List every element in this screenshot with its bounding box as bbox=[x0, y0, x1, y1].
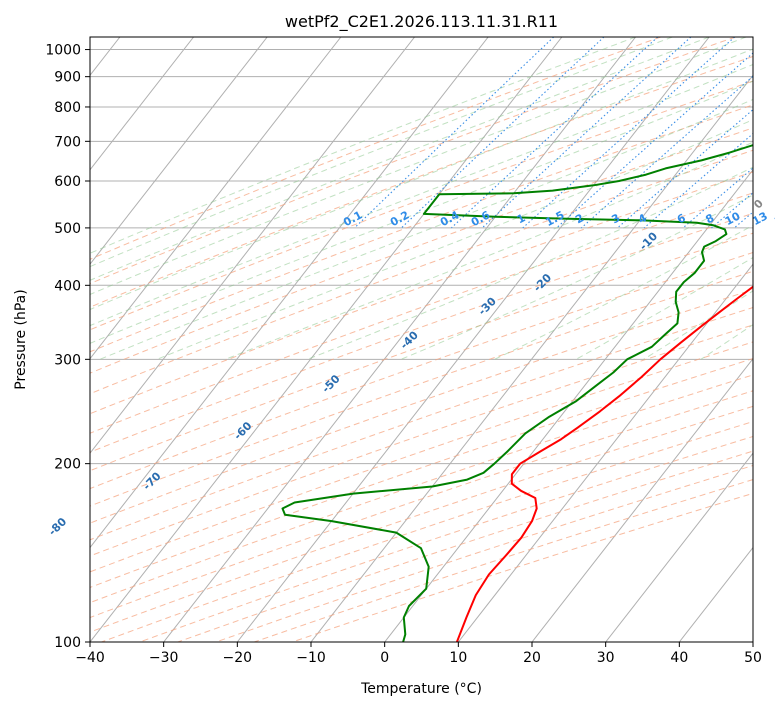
mixing-ratio-label: 13 bbox=[750, 209, 770, 228]
isotherm-gridline bbox=[605, 452, 753, 642]
mixing-ratio-label: 10 bbox=[723, 209, 743, 228]
moist-adiabat bbox=[90, 63, 753, 327]
y-tick-label: 700 bbox=[54, 134, 81, 150]
isotherm-gridline bbox=[90, 37, 415, 454]
x-tick-label: −30 bbox=[149, 650, 179, 666]
moist-adiabat bbox=[90, 37, 673, 268]
dewpoint-line bbox=[281, 144, 753, 642]
dry-adiabat bbox=[90, 212, 753, 453]
y-axis-label: Pressure (hPa) bbox=[13, 289, 29, 389]
y-tick-label: 800 bbox=[54, 100, 81, 116]
chart-title: wetPf2_C2E1.2026.113.11.31.R11 bbox=[285, 12, 558, 32]
y-tick-label: 400 bbox=[54, 278, 81, 294]
background-lines bbox=[90, 37, 775, 642]
x-axis: −40 −30 −20 −10 0 10 20 30 40 50 bbox=[75, 642, 762, 666]
y-tick-label: 100 bbox=[54, 635, 81, 651]
y-tick-label: 600 bbox=[54, 174, 81, 190]
mixing-ratio-line bbox=[682, 167, 753, 229]
dry-adiabat bbox=[90, 324, 753, 557]
moist-adiabat bbox=[90, 48, 753, 311]
dry-adiabat bbox=[90, 127, 753, 374]
dry-adiabat bbox=[90, 270, 753, 507]
dry-adiabat bbox=[90, 374, 753, 604]
y-tick-label: 300 bbox=[54, 352, 81, 368]
isotherm-gridline bbox=[163, 37, 636, 642]
moist-adiabat bbox=[307, 166, 753, 360]
x-tick-label: 20 bbox=[523, 650, 541, 666]
y-tick-label: 1000 bbox=[45, 43, 81, 59]
isotherm-gridline bbox=[90, 37, 194, 171]
moist-adiabat-label: 0 bbox=[751, 197, 766, 212]
x-tick-label: 0 bbox=[380, 650, 389, 666]
moist-adiabat bbox=[90, 37, 710, 281]
dry-adiabat bbox=[90, 37, 661, 260]
mixing-ratio-line bbox=[762, 37, 775, 228]
x-axis-label: Temperature (°C) bbox=[360, 681, 482, 697]
isotherm-gridline bbox=[531, 357, 753, 642]
dry-adiabat-label: -80 bbox=[46, 515, 69, 538]
mixing-ratio-line bbox=[481, 37, 692, 229]
moist-adiabat bbox=[156, 119, 753, 360]
isotherm-gridline bbox=[236, 37, 710, 642]
dry-adiabat bbox=[90, 171, 753, 415]
dry-adiabat bbox=[90, 289, 753, 524]
plot-area bbox=[90, 37, 753, 642]
x-tick-label: −10 bbox=[296, 650, 326, 666]
temperature-line bbox=[455, 285, 753, 642]
isotherm-gridline bbox=[90, 37, 489, 549]
isotherm-gridline bbox=[90, 37, 342, 360]
x-tick-label: 10 bbox=[449, 650, 467, 666]
mixing-ratio-line bbox=[522, 37, 736, 229]
isotherm-gridline bbox=[384, 169, 753, 642]
x-tick-label: 40 bbox=[670, 650, 688, 666]
isotherm-gridline bbox=[457, 263, 753, 642]
dry-adiabat bbox=[90, 149, 753, 395]
y-tick-label: 900 bbox=[54, 70, 81, 86]
dry-adiabat bbox=[90, 232, 753, 472]
x-tick-label: −20 bbox=[223, 650, 253, 666]
plot-frame bbox=[89, 36, 754, 643]
x-tick-label: 30 bbox=[597, 650, 615, 666]
isotherm-gridline bbox=[90, 37, 268, 265]
isotherm-gridline bbox=[752, 641, 753, 642]
y-tick-label: 200 bbox=[54, 457, 81, 473]
dry-adiabat bbox=[90, 104, 753, 353]
mixing-ratio-line bbox=[617, 108, 753, 229]
moist-adiabat bbox=[90, 37, 636, 254]
x-tick-label: −40 bbox=[75, 650, 105, 666]
mixing-ratio-line bbox=[354, 37, 555, 229]
mixing-ratio-label: 16 bbox=[772, 209, 775, 228]
y-tick-label: 500 bbox=[54, 221, 81, 237]
x-tick-label: 50 bbox=[744, 650, 762, 666]
moist-adiabat bbox=[90, 37, 747, 295]
y-axis: 100 200 300 400 500 600 700 800 900 1000 bbox=[45, 43, 90, 651]
moist-adiabat bbox=[225, 141, 753, 360]
moist-adiabat bbox=[99, 98, 753, 360]
series-layer bbox=[281, 144, 753, 642]
